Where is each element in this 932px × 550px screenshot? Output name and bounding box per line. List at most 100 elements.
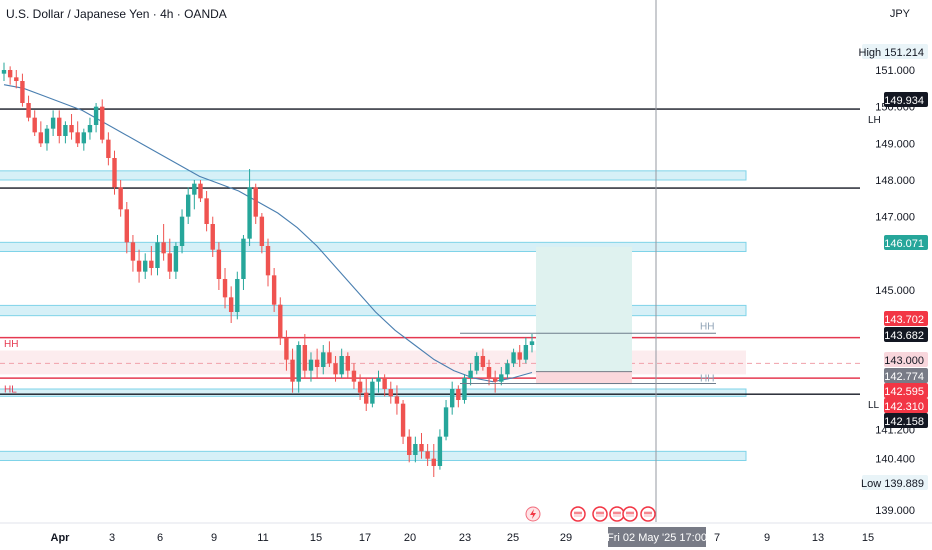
candles-layer — [1, 62, 535, 477]
moving-average-line — [3, 84, 533, 383]
time-tick: 9 — [211, 532, 217, 544]
price-label: 149.934 — [884, 95, 924, 107]
flag-event-icon — [574, 511, 582, 517]
time-tick: 15 — [310, 532, 322, 544]
candle-body — [468, 370, 473, 378]
candle-body — [321, 352, 326, 367]
chart-title: U.S. Dollar / Japanese Yen · 4h · OANDA — [6, 7, 227, 21]
time-tick: 6 — [157, 532, 163, 544]
crosshair-label-bg — [608, 527, 706, 547]
candle-body — [474, 356, 479, 371]
candle-body — [14, 77, 19, 81]
flag-event-icon — [626, 511, 634, 517]
time-tick: 29 — [560, 532, 572, 544]
currency-label[interactable]: JPY — [889, 8, 910, 20]
annotation-label: HH — [4, 339, 18, 350]
candle-body — [118, 187, 123, 210]
time-axis: Apr 3 6 9 11 15 17 20 23 25 29 7 9 13 15 Fri 02 May '25… — [0, 522, 932, 547]
annotation-label: HH — [700, 374, 714, 385]
candle-body — [32, 117, 37, 133]
candle-body — [130, 242, 136, 261]
zone-2 — [0, 304, 747, 317]
candle-body — [7, 70, 13, 78]
candle-body — [63, 125, 68, 136]
candle-body — [241, 238, 246, 279]
zones-layer — [0, 170, 747, 462]
time-tick: 25 — [507, 532, 519, 544]
candle-body — [149, 260, 154, 268]
candle-body — [259, 216, 265, 246]
candle-body — [413, 444, 418, 455]
candle-body — [511, 352, 516, 364]
stop-zone — [536, 371, 632, 385]
price-label-bg — [884, 92, 928, 107]
price-label: High 151.214 — [859, 47, 924, 59]
candle-body — [112, 158, 117, 188]
candle-body — [100, 106, 105, 140]
candle-body — [382, 378, 387, 389]
candle-body — [517, 352, 522, 360]
candle-body — [216, 249, 222, 279]
price-label-bg — [862, 475, 928, 490]
price-label: 142.158 — [884, 416, 924, 428]
candle-body — [106, 139, 111, 158]
candle-body — [265, 246, 271, 276]
zone-0 — [0, 170, 747, 181]
candle-body — [302, 345, 308, 371]
candle-body — [161, 242, 166, 254]
flag-event-icon — [596, 511, 604, 517]
candle-body — [93, 106, 99, 125]
candle-body — [529, 341, 535, 345]
candle-body — [407, 436, 412, 455]
candle-body — [1, 70, 7, 74]
moving-average-layer — [3, 84, 533, 383]
candle-body — [431, 458, 436, 466]
price-label: 142.774 — [884, 371, 924, 383]
candle-body — [425, 451, 430, 459]
candle-body — [173, 246, 179, 272]
candle-body — [57, 117, 62, 136]
candle-body — [388, 389, 393, 397]
time-tick: 15 — [862, 532, 874, 544]
candle-body — [523, 345, 529, 360]
candle-body — [364, 392, 369, 404]
candle-body — [499, 374, 504, 382]
candle-body — [75, 132, 80, 144]
candle-body — [179, 216, 185, 246]
candle-body — [81, 132, 87, 144]
candle-body — [198, 183, 203, 199]
price-label-bg — [884, 383, 928, 398]
candle-body — [44, 128, 50, 144]
candle-body — [69, 125, 74, 133]
candle-body — [449, 389, 455, 408]
candle-body — [38, 132, 44, 144]
lightning-icon — [530, 509, 536, 519]
pink-zone — [0, 350, 746, 375]
price-label-bg — [884, 311, 928, 326]
candle-body — [486, 367, 492, 378]
candle-body — [339, 356, 344, 375]
price-label: 142.310 — [884, 401, 924, 413]
candle-body — [204, 198, 209, 224]
event-icons — [525, 506, 656, 522]
time-tick: 7 — [714, 532, 720, 544]
zone-1 — [0, 241, 747, 252]
price-label: Low 139.889 — [861, 478, 924, 490]
candle-body — [327, 352, 332, 364]
candle-body — [87, 125, 93, 133]
price-label: 143.000 — [884, 355, 924, 367]
candle-body — [192, 183, 197, 195]
candle-body — [296, 345, 301, 382]
candle-body — [394, 396, 400, 404]
time-tick: 11 — [257, 532, 268, 544]
time-tick: 17 — [359, 532, 371, 544]
candle-body — [443, 407, 449, 437]
price-label-bg — [884, 327, 928, 342]
target-zone — [536, 246, 632, 372]
price-tick: 148.000 — [875, 175, 915, 187]
annotation-label: LH — [868, 115, 881, 126]
candle-body — [167, 253, 172, 272]
candle-body — [155, 242, 160, 268]
candle-body — [185, 194, 191, 217]
